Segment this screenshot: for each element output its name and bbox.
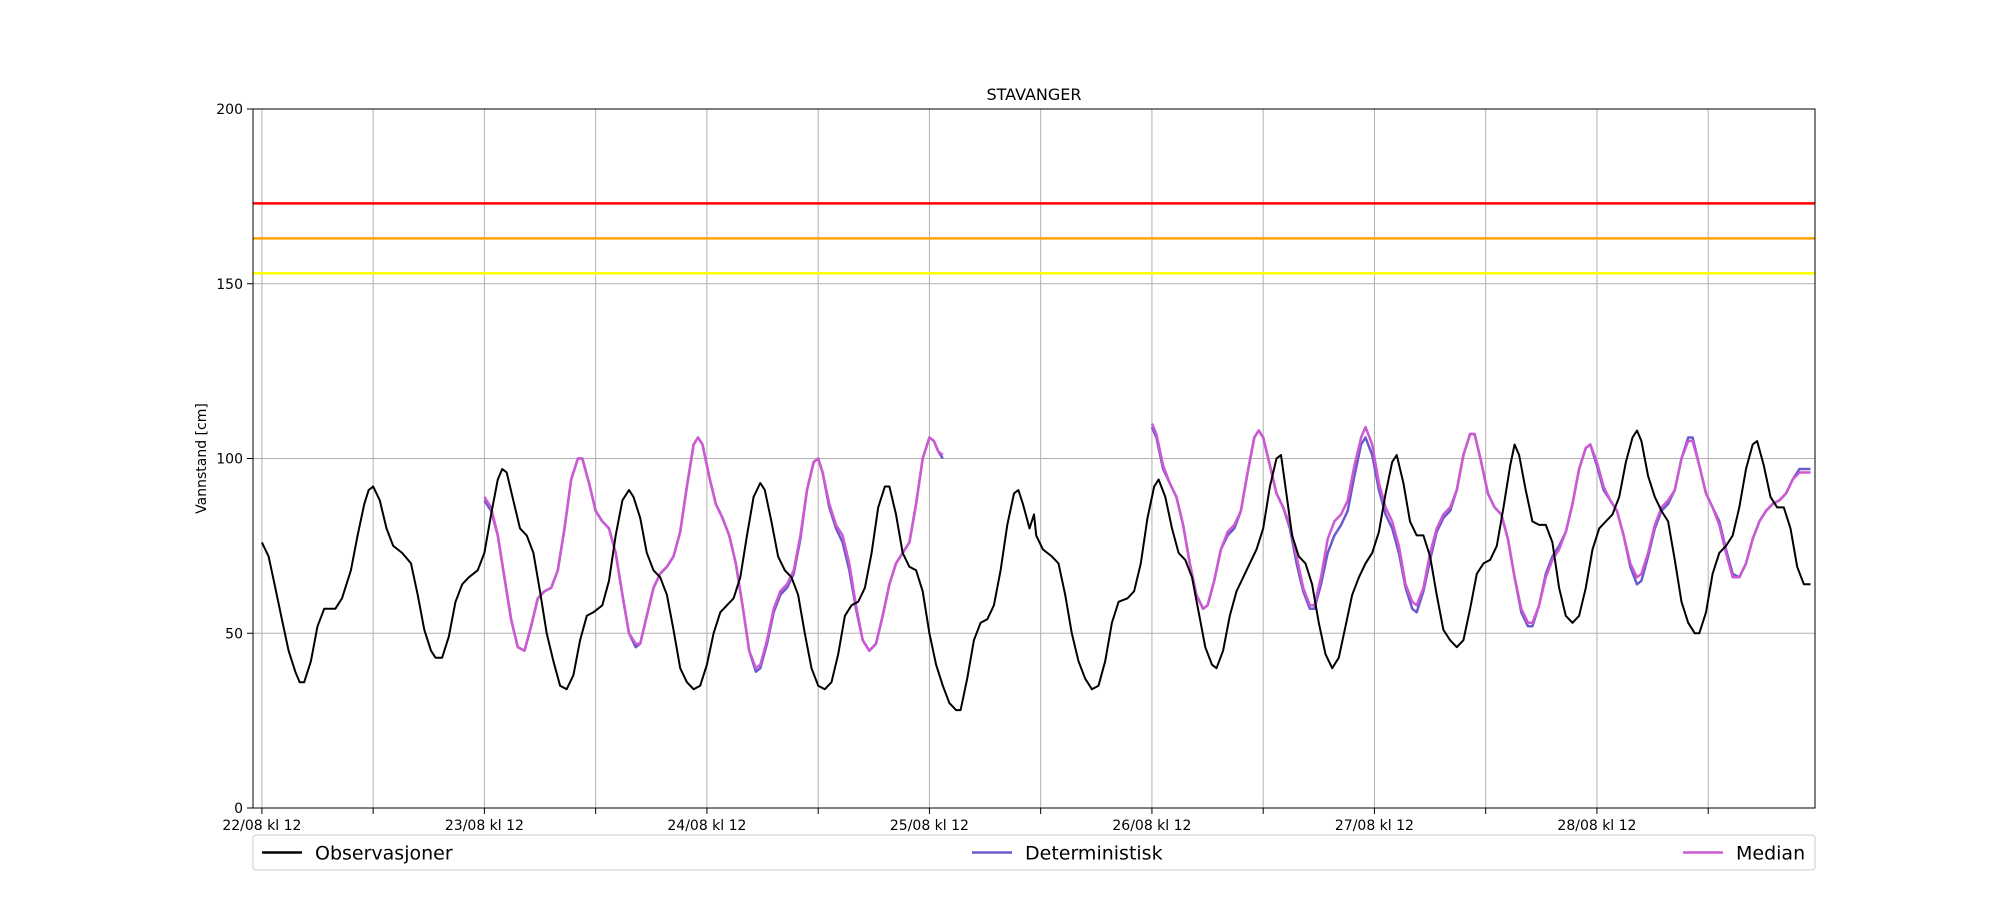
x-tick-label-12: 28/08 kl 12 [1557, 818, 1636, 834]
y-tick-label-0: 0 [234, 801, 243, 817]
series-line-observasjoner-0 [260, 429, 1811, 712]
chart-title: STAVANGER [986, 85, 1081, 104]
y-axis-ticks: 0 50 100 150 200 [216, 102, 253, 817]
x-tick-label-10: 27/08 kl 12 [1335, 818, 1414, 834]
legend-label-deterministisk: Deterministisk [1025, 843, 1163, 865]
grid-lines [253, 108, 1815, 809]
legend-label-observasjoner: Observasjoner [315, 843, 453, 865]
y-tick-label-50: 50 [225, 626, 243, 642]
series-lines [260, 423, 1811, 712]
y-axis-label: Vannstand [cm] [194, 403, 210, 514]
x-axis-ticks: 22/08 kl 12 23/08 kl 12 24/08 kl 12 25/08 k… [222, 808, 1709, 834]
legend-box [252, 834, 1816, 871]
x-tick-label-8: 26/08 kl 12 [1112, 818, 1191, 834]
series-line-median-1 [1150, 423, 1811, 625]
y-tick-label-150: 150 [216, 277, 243, 293]
legend-label-median: Median [1736, 843, 1805, 865]
y-tick-label-100: 100 [216, 452, 243, 468]
legend-items: Observasjoner Deterministisk Median [262, 843, 1805, 865]
y-tick-label-200: 200 [216, 102, 243, 118]
x-tick-label-4: 24/08 kl 12 [667, 818, 746, 834]
series-line-median-0 [483, 436, 944, 670]
legend: Observasjoner Deterministisk Median [252, 834, 1816, 871]
x-tick-label-2: 23/08 kl 12 [445, 818, 524, 834]
threshold-lines [253, 202, 1815, 275]
x-tick-label-6: 25/08 kl 12 [890, 818, 969, 834]
x-tick-label-0: 22/08 kl 12 [222, 818, 301, 834]
